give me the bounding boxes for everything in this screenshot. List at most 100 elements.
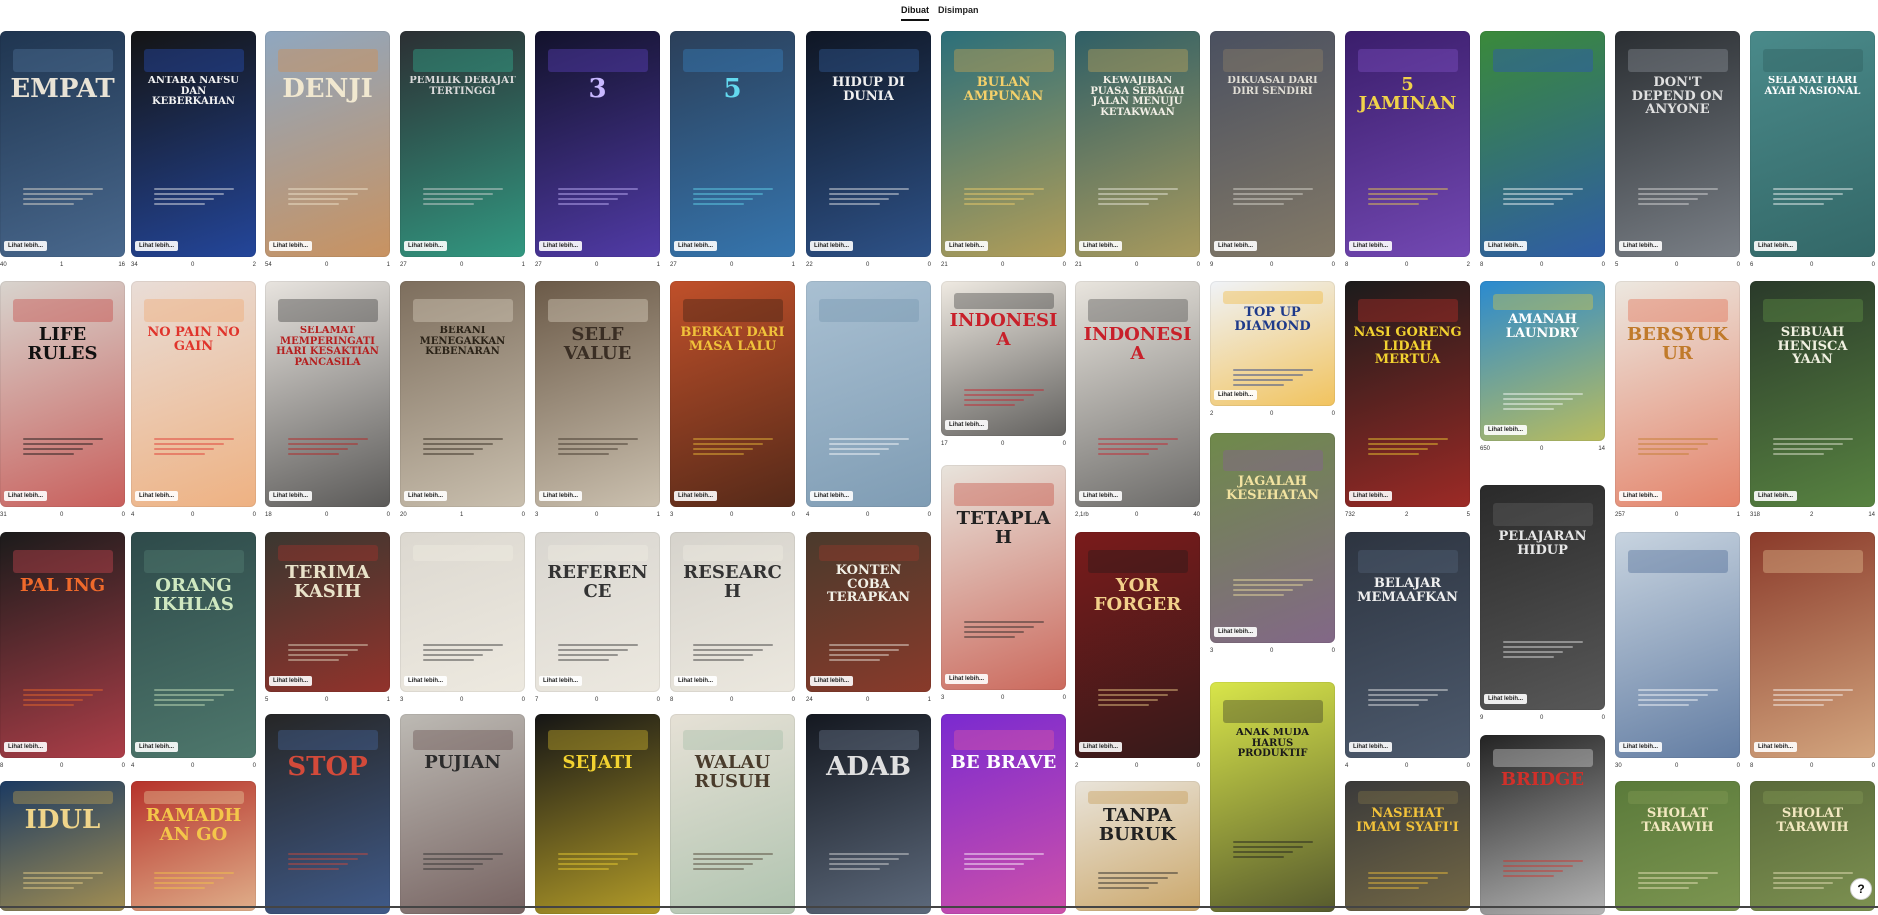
pin-image[interactable]: DIKUASAI DARI DIRI SENDIRI Lihat lebih... bbox=[1210, 31, 1335, 257]
pin-image[interactable]: ADAB bbox=[806, 714, 931, 914]
tab-created[interactable]: Dibuat bbox=[901, 4, 929, 21]
pin-image[interactable]: EMPAT Lihat lebih... bbox=[0, 31, 125, 257]
pin-image[interactable]: Selamat Hari ayah Nasional Lihat lebih... bbox=[1750, 31, 1875, 257]
see-more-button[interactable]: Lihat lebih... bbox=[674, 491, 718, 501]
pin-image[interactable]: no pain no gain Lihat lebih... bbox=[131, 281, 256, 507]
pin-image[interactable]: TERIMA KASIH Lihat lebih... bbox=[265, 532, 390, 692]
see-more-button[interactable]: Lihat lebih... bbox=[1754, 742, 1798, 752]
pin-image[interactable]: Idul bbox=[0, 781, 125, 911]
pin-image[interactable]: BE BRAVE bbox=[941, 714, 1066, 914]
see-more-button[interactable]: Lihat lebih... bbox=[674, 676, 718, 686]
see-more-button[interactable]: Lihat lebih... bbox=[1754, 491, 1798, 501]
see-more-button[interactable]: Lihat lebih... bbox=[269, 676, 313, 686]
see-more-button[interactable]: Lihat lebih... bbox=[135, 491, 179, 501]
see-more-button[interactable]: Lihat lebih... bbox=[1349, 241, 1393, 251]
pin-image[interactable]: KONTEN COBA TERAPKAN Lihat lebih... bbox=[806, 532, 931, 692]
see-more-button[interactable]: Lihat lebih... bbox=[135, 241, 179, 251]
pin-image[interactable]: PUJIAN bbox=[400, 714, 525, 914]
pin-image[interactable]: RAMADHAN GO bbox=[131, 781, 256, 911]
pin-image[interactable]: 3 Lihat lebih... bbox=[535, 31, 660, 257]
pin-image[interactable]: Walau rusuh bbox=[670, 714, 795, 914]
see-more-button[interactable]: Lihat lebih... bbox=[1754, 241, 1798, 251]
pin-image[interactable]: LIFE RULES Lihat lebih... bbox=[0, 281, 125, 507]
see-more-button[interactable]: Lihat lebih... bbox=[269, 491, 313, 501]
see-more-button[interactable]: Lihat lebih... bbox=[1349, 742, 1393, 752]
see-more-button[interactable]: Lihat lebih... bbox=[1079, 742, 1123, 752]
tab-saved[interactable]: Disimpan bbox=[938, 5, 979, 15]
pin-image[interactable]: SHOLAT TARAWIH bbox=[1750, 781, 1875, 911]
see-more-button[interactable]: Lihat lebih... bbox=[269, 241, 313, 251]
pin-image[interactable]: DENJI Lihat lebih... bbox=[265, 31, 390, 257]
pin-image[interactable]: 5 JAMINAN Lihat lebih... bbox=[1345, 31, 1470, 257]
pin-image[interactable]: SEBUAH HENISCA YAAN Lihat lebih... bbox=[1750, 281, 1875, 507]
pin-image[interactable]: 5 Lihat lebih... bbox=[670, 31, 795, 257]
pin-image[interactable]: NASEHAT IMAM SYAFI'I bbox=[1345, 781, 1470, 911]
see-more-button[interactable]: Lihat lebih... bbox=[1214, 390, 1258, 400]
see-more-button[interactable]: Lihat lebih... bbox=[1079, 491, 1123, 501]
pin-image[interactable]: NASI GORENG LIDAH MERTUA Lihat lebih... bbox=[1345, 281, 1470, 507]
pin-image[interactable]: REFERENCE Lihat lebih... bbox=[535, 532, 660, 692]
pin-image[interactable]: SELF VALUE Lihat lebih... bbox=[535, 281, 660, 507]
pin-image[interactable]: SHOLAT TARAWIH bbox=[1615, 781, 1740, 911]
pin-image[interactable]: Lihat lebih... bbox=[400, 532, 525, 692]
pin-image[interactable]: DON'T DEPEND ON ANYONE Lihat lebih... bbox=[1615, 31, 1740, 257]
see-more-button[interactable]: Lihat lebih... bbox=[810, 241, 854, 251]
pin-image[interactable]: PELAJARAN HIDUP Lihat lebih... bbox=[1480, 485, 1605, 710]
pin-image[interactable]: Lihat lebih... bbox=[1615, 532, 1740, 758]
see-more-button[interactable]: Lihat lebih... bbox=[4, 742, 48, 752]
pin-image[interactable]: BERSYUKUR Lihat lebih... bbox=[1615, 281, 1740, 507]
see-more-button[interactable]: Lihat lebih... bbox=[1619, 491, 1663, 501]
see-more-button[interactable]: Lihat lebih... bbox=[674, 241, 718, 251]
pin-image[interactable]: INDONESIA Lihat lebih... bbox=[941, 281, 1066, 436]
see-more-button[interactable]: Lihat lebih... bbox=[1484, 425, 1528, 435]
see-more-button[interactable]: Lihat lebih... bbox=[1214, 627, 1258, 637]
see-more-button[interactable]: Lihat lebih... bbox=[1619, 742, 1663, 752]
pin-image[interactable]: TOP UP DIAMOND Lihat lebih... bbox=[1210, 281, 1335, 406]
pin-image[interactable]: BULAN AMPUNAN Lihat lebih... bbox=[941, 31, 1066, 257]
pin-image[interactable]: ORANG IKHLAS Lihat lebih... bbox=[131, 532, 256, 758]
pin-image[interactable]: Lihat lebih... bbox=[1750, 532, 1875, 758]
pin-image[interactable]: Lihat lebih... bbox=[1480, 31, 1605, 257]
pin-image[interactable]: TANPA BURUK bbox=[1075, 781, 1200, 911]
pin-image[interactable]: AMANAH LAUNDRY Lihat lebih... bbox=[1480, 281, 1605, 441]
see-more-button[interactable]: Lihat lebih... bbox=[945, 420, 989, 430]
see-more-button[interactable]: Lihat lebih... bbox=[810, 491, 854, 501]
pin-image[interactable]: RESEARCH Lihat lebih... bbox=[670, 532, 795, 692]
pin-image[interactable]: KEWAJIBAN PUASA SEBAGAI JALAN MENUJU KET… bbox=[1075, 31, 1200, 257]
see-more-button[interactable]: Lihat lebih... bbox=[539, 491, 583, 501]
pin-image[interactable]: ANAK MUDA HARUS PRODUKTIF bbox=[1210, 682, 1335, 912]
see-more-button[interactable]: Lihat lebih... bbox=[1349, 491, 1393, 501]
see-more-button[interactable]: Lihat lebih... bbox=[945, 674, 989, 684]
see-more-button[interactable]: Lihat lebih... bbox=[945, 241, 989, 251]
help-button[interactable]: ? bbox=[1850, 878, 1872, 900]
pin-image[interactable]: PAL ING Lihat lebih... bbox=[0, 532, 125, 758]
pin-image[interactable]: Yor Forger Lihat lebih... bbox=[1075, 532, 1200, 758]
pin-image[interactable]: INDONESIA Lihat lebih... bbox=[1075, 281, 1200, 507]
pin-image[interactable]: JAGALAH KESEHATAN Lihat lebih... bbox=[1210, 433, 1335, 643]
see-more-button[interactable]: Lihat lebih... bbox=[404, 676, 448, 686]
pin-image[interactable]: PEMILIK DERAJAT TERTINGGI Lihat lebih... bbox=[400, 31, 525, 257]
see-more-button[interactable]: Lihat lebih... bbox=[404, 241, 448, 251]
see-more-button[interactable]: Lihat lebih... bbox=[1079, 241, 1123, 251]
pin-image[interactable]: SELAMAT MEMPERINGATI HARI KESAKTIAN PANC… bbox=[265, 281, 390, 507]
pin-image[interactable]: BELAJAR MEMAAFKAN Lihat lebih... bbox=[1345, 532, 1470, 758]
see-more-button[interactable]: Lihat lebih... bbox=[1214, 241, 1258, 251]
pin-image[interactable]: Lihat lebih... bbox=[806, 281, 931, 507]
see-more-button[interactable]: Lihat lebih... bbox=[4, 491, 48, 501]
see-more-button[interactable]: Lihat lebih... bbox=[539, 241, 583, 251]
see-more-button[interactable]: Lihat lebih... bbox=[1619, 241, 1663, 251]
see-more-button[interactable]: Lihat lebih... bbox=[404, 491, 448, 501]
see-more-button[interactable]: Lihat lebih... bbox=[1484, 694, 1528, 704]
see-more-button[interactable]: Lihat lebih... bbox=[810, 676, 854, 686]
pin-image[interactable]: BERANI MENEGAKKAN KEBENARAN Lihat lebih..… bbox=[400, 281, 525, 507]
pin-image[interactable]: HIDUP DI DUNIA Lihat lebih... bbox=[806, 31, 931, 257]
see-more-button[interactable]: Lihat lebih... bbox=[1484, 241, 1528, 251]
see-more-button[interactable]: Lihat lebih... bbox=[135, 742, 179, 752]
see-more-button[interactable]: Lihat lebih... bbox=[539, 676, 583, 686]
see-more-button[interactable]: Lihat lebih... bbox=[4, 241, 48, 251]
pin-image[interactable]: SEJATI bbox=[535, 714, 660, 914]
pin-image[interactable]: BERKAT dari MASA LALU Lihat lebih... bbox=[670, 281, 795, 507]
pin-image[interactable]: BRIDGE bbox=[1480, 735, 1605, 915]
pin-image[interactable]: STOP bbox=[265, 714, 390, 914]
pin-image[interactable]: TETAPLAH Lihat lebih... bbox=[941, 465, 1066, 690]
